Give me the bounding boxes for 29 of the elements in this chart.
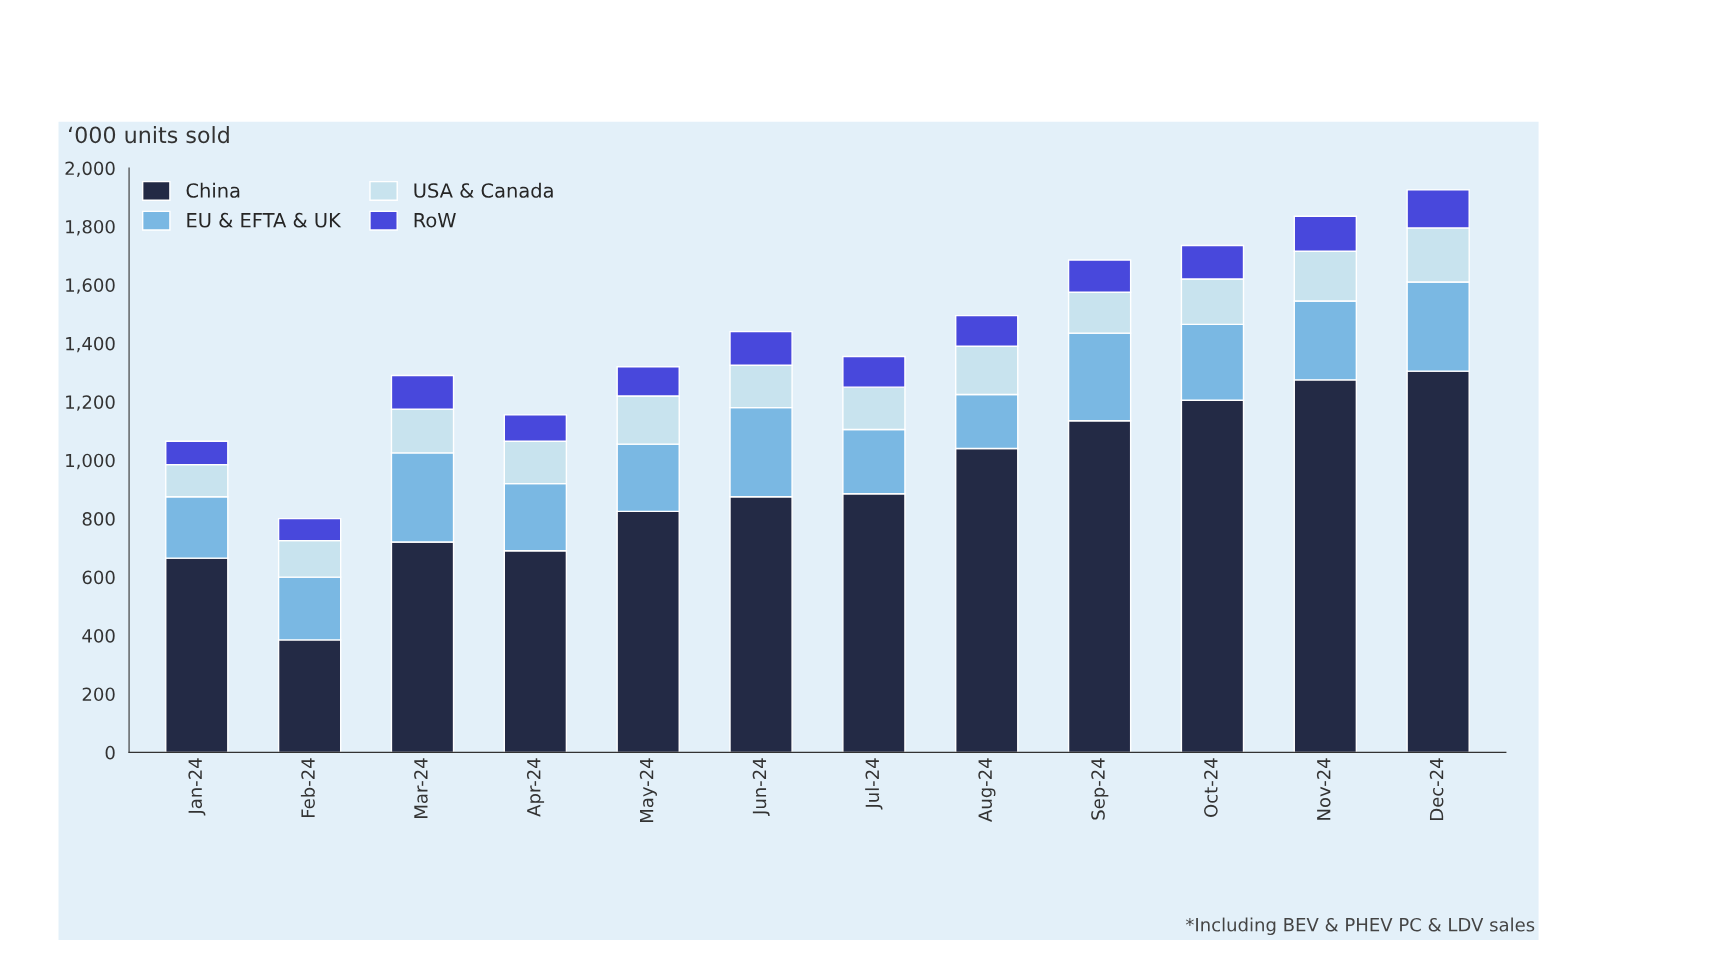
y-axis-title: ‘000 units sold [69,126,229,144]
y-tick-label: 0 [105,745,115,760]
legend-label: USA & Canada [414,182,553,198]
y-tick-label: 1,600 [66,278,115,294]
y-tick-label: 600 [82,570,115,585]
y-tick-label: 200 [82,687,115,702]
legend-label: China [186,182,240,198]
legend-label: EU & EFTA & UK [187,212,342,228]
y-tick-label: 400 [82,628,115,643]
y-tick-label: 1,200 [66,395,115,411]
y-tick-label: 1,000 [66,453,115,470]
x-tick-label: May-24 [639,758,657,823]
x-tick-label: Apr-24 [526,758,545,817]
x-tick-label: Jun-24 [752,758,770,816]
y-tick-label: 1,400 [66,336,115,353]
y-tick-label: 800 [82,512,115,526]
x-tick-label: Mar-24 [414,758,428,818]
x-tick-label: Jul-24 [865,758,883,810]
x-tick-label: Feb-24 [300,758,315,817]
y-tick-label: 1,800 [66,219,115,236]
x-tick-label: Sep-24 [1091,758,1109,820]
x-tick-label: Dec-24 [1429,758,1444,820]
x-tick-label: Oct-24 [1204,758,1218,817]
x-tick-label: Jan-24 [188,758,206,816]
y-tick-label: 2,000 [65,161,115,177]
x-tick-label: Aug-24 [978,758,996,822]
x-tick-label: Nov-24 [1316,758,1331,820]
text: *Including BEV & PHEV PC & LDV sales [1185,917,1535,936]
legend-label: RoW [414,213,456,228]
